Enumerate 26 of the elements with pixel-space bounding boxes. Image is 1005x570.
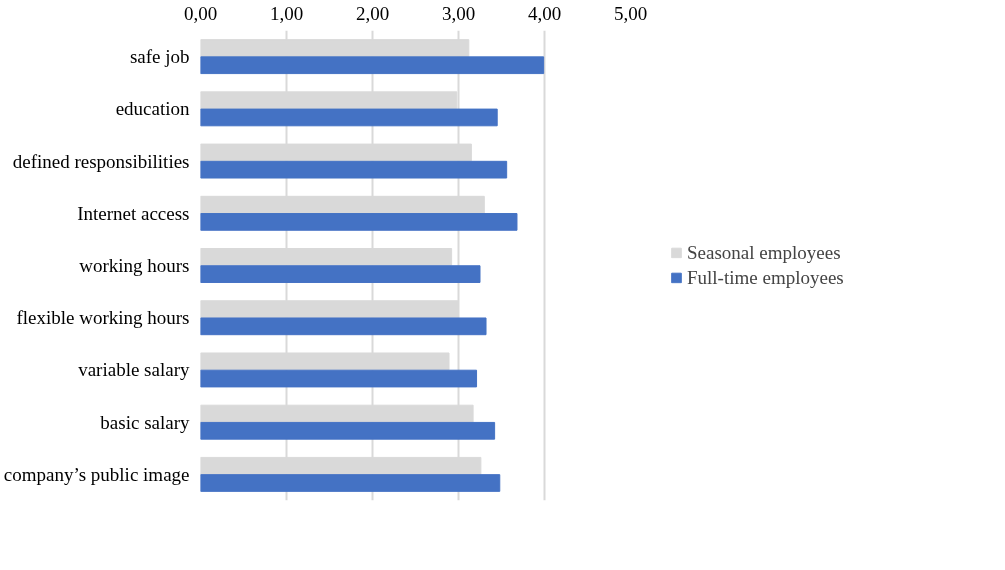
- y-tick-label: education: [115, 98, 190, 120]
- y-tick-label: Internet access: [77, 202, 190, 224]
- x-tick-label: 3,00: [441, 2, 476, 24]
- legend-label: Full-time employees: [687, 266, 844, 289]
- x-tick-label: 5,00: [613, 2, 648, 24]
- y-tick-label: company’s public image: [3, 463, 190, 485]
- bar: [200, 56, 545, 75]
- y-tick-label: working hours: [79, 255, 190, 276]
- bar: [200, 317, 487, 336]
- bar: [200, 421, 496, 440]
- x-tick-label: 4,00: [527, 2, 562, 24]
- y-tick-label: variable salary: [78, 359, 190, 381]
- y-tick-label: safe job: [129, 46, 190, 68]
- x-tick-label: 2,00: [355, 2, 390, 24]
- y-tick-label: defined responsibilities: [12, 150, 190, 172]
- y-tick-label: basic salary: [100, 411, 190, 433]
- bar: [200, 160, 508, 179]
- bar: [200, 369, 478, 388]
- bar: [200, 213, 518, 231]
- x-tick-label: 0,00: [183, 2, 218, 24]
- bar: [200, 474, 501, 492]
- y-tick-label: flexible working hours: [16, 307, 190, 329]
- bar: [200, 265, 481, 283]
- x-tick-label: 1,00: [269, 2, 304, 24]
- bar: [200, 108, 498, 127]
- legend-label: Seasonal employees: [687, 241, 841, 264]
